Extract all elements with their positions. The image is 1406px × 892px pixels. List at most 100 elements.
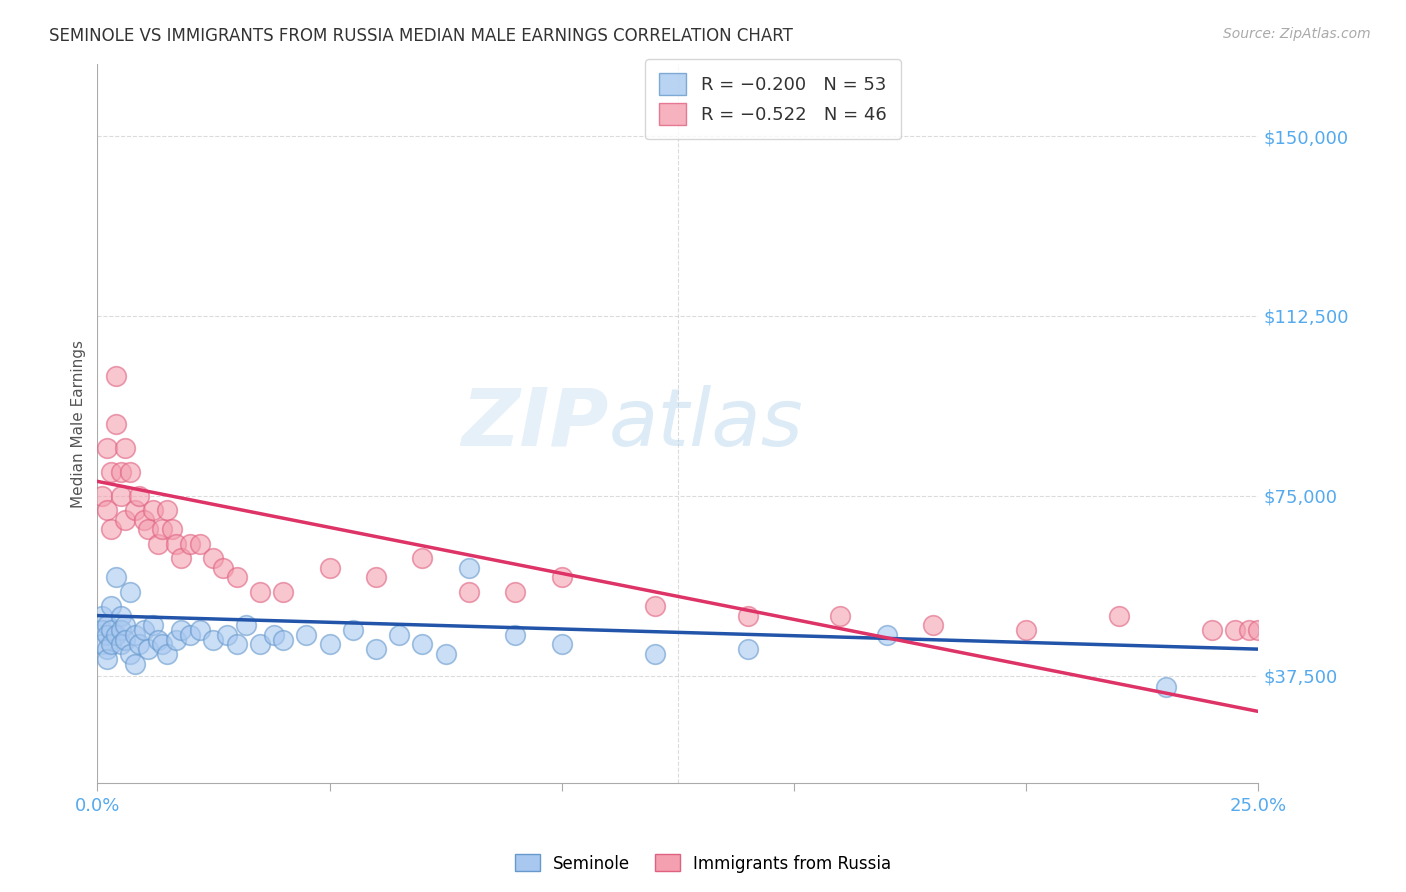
Point: [160, 522, 183, 536]
Point: [132, 513, 155, 527]
Point: [1225, 623, 1247, 637]
Point: [271, 584, 294, 599]
Legend: Seminole, Immigrants from Russia: Seminole, Immigrants from Russia: [508, 847, 898, 880]
Point: [249, 584, 271, 599]
Point: [100, 465, 122, 479]
Point: [830, 608, 852, 623]
Point: [551, 637, 574, 651]
Point: [165, 632, 187, 647]
Point: [179, 537, 201, 551]
Point: [100, 599, 122, 613]
Point: [170, 623, 193, 637]
Point: [96, 628, 118, 642]
Point: [1015, 623, 1038, 637]
Text: atlas: atlas: [609, 384, 803, 463]
Text: SEMINOLE VS IMMIGRANTS FROM RUSSIA MEDIAN MALE EARNINGS CORRELATION CHART: SEMINOLE VS IMMIGRANTS FROM RUSSIA MEDIA…: [49, 27, 793, 45]
Point: [202, 551, 225, 566]
Point: [249, 637, 271, 651]
Point: [138, 642, 160, 657]
Point: [1247, 623, 1270, 637]
Point: [138, 522, 160, 536]
Point: [411, 551, 433, 566]
Point: [644, 599, 666, 613]
Point: [110, 623, 132, 637]
Point: [235, 618, 257, 632]
Point: [202, 632, 225, 647]
Point: [505, 584, 527, 599]
Point: [225, 637, 247, 651]
Point: [263, 628, 285, 642]
Point: [114, 513, 136, 527]
Point: [132, 623, 155, 637]
Point: [118, 647, 141, 661]
Point: [737, 642, 759, 657]
Point: [434, 647, 457, 661]
Point: [388, 628, 411, 642]
Point: [922, 618, 945, 632]
Point: [110, 465, 132, 479]
Point: [188, 623, 211, 637]
Point: [411, 637, 433, 651]
Point: [150, 637, 173, 651]
Point: [91, 623, 114, 637]
Point: [118, 465, 141, 479]
Point: [104, 628, 127, 642]
Point: [364, 570, 387, 584]
Point: [142, 618, 165, 632]
Point: [150, 522, 173, 536]
Point: [110, 489, 132, 503]
Legend: R = −0.200   N = 53, R = −0.522   N = 46: R = −0.200 N = 53, R = −0.522 N = 46: [645, 59, 901, 139]
Point: [91, 637, 114, 651]
Point: [128, 489, 150, 503]
Point: [110, 637, 132, 651]
Point: [114, 618, 136, 632]
Point: [104, 570, 127, 584]
Point: [124, 503, 146, 517]
Point: [342, 623, 364, 637]
Point: [114, 632, 136, 647]
Point: [1154, 681, 1177, 695]
Point: [165, 537, 187, 551]
Y-axis label: Median Male Earnings: Median Male Earnings: [72, 340, 86, 508]
Point: [96, 651, 118, 665]
Point: [170, 551, 193, 566]
Point: [225, 570, 247, 584]
Point: [128, 637, 150, 651]
Point: [104, 368, 127, 383]
Point: [644, 647, 666, 661]
Point: [505, 628, 527, 642]
Point: [118, 584, 141, 599]
Point: [318, 637, 340, 651]
Point: [91, 489, 114, 503]
Point: [458, 584, 481, 599]
Point: [96, 618, 118, 632]
Point: [114, 441, 136, 455]
Point: [100, 623, 122, 637]
Point: [156, 503, 179, 517]
Point: [124, 628, 146, 642]
Point: [551, 570, 574, 584]
Point: [104, 417, 127, 431]
Point: [124, 657, 146, 671]
Point: [110, 608, 132, 623]
Point: [188, 537, 211, 551]
Point: [91, 608, 114, 623]
Point: [146, 537, 169, 551]
Point: [1237, 623, 1260, 637]
Point: [737, 608, 759, 623]
Point: [156, 647, 179, 661]
Point: [295, 628, 318, 642]
Point: [100, 637, 122, 651]
Point: [1201, 623, 1223, 637]
Point: [1108, 608, 1130, 623]
Text: Source: ZipAtlas.com: Source: ZipAtlas.com: [1223, 27, 1371, 41]
Point: [364, 642, 387, 657]
Point: [96, 441, 118, 455]
Point: [217, 628, 239, 642]
Point: [100, 522, 122, 536]
Point: [96, 503, 118, 517]
Point: [179, 628, 201, 642]
Point: [96, 642, 118, 657]
Point: [318, 560, 340, 574]
Text: ZIP: ZIP: [461, 384, 609, 463]
